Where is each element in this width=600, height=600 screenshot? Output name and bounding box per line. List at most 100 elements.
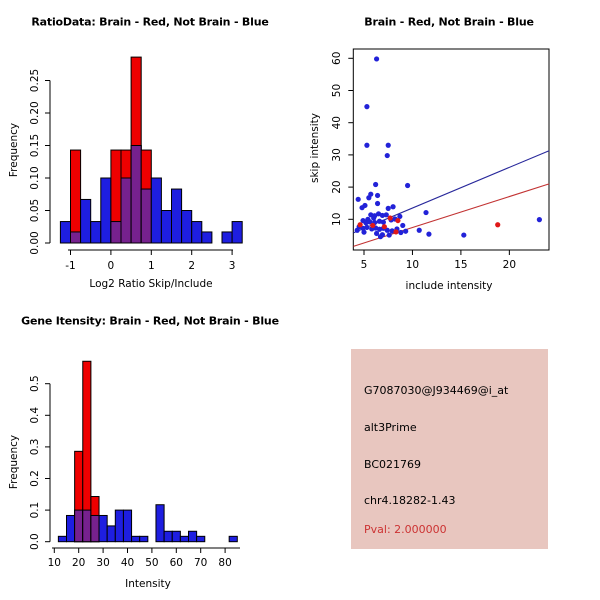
ratio_hist-panel: 0.00 0.05 0.10 0.15 0.20 0.25 -1 0 1 2 3: [29, 56, 243, 272]
x-tick-label: 50: [145, 557, 158, 569]
data-point: [361, 229, 367, 235]
bar-blue: [181, 210, 193, 244]
data-point: [385, 205, 391, 211]
bar-blue: [155, 504, 165, 543]
bar-overlap: [90, 514, 100, 543]
data-point: [426, 231, 432, 237]
locus-text: chr4.18282-1.43: [364, 494, 456, 507]
data-point: [403, 228, 409, 234]
y-tick-label: 0.0: [29, 533, 41, 550]
plot-box: [352, 48, 550, 251]
data-point: [357, 222, 363, 228]
x-tick-label: 20: [72, 557, 85, 569]
x-tick-label: 40: [121, 557, 134, 569]
data-point: [416, 227, 422, 233]
fit-line: [353, 150, 550, 234]
x-tick-label: 70: [194, 557, 207, 569]
x-tick-label: 1: [148, 260, 155, 272]
probe-id-text: G7087030@J934469@i_at: [364, 384, 509, 397]
bar-blue: [114, 509, 124, 543]
data-point: [364, 104, 370, 110]
pval-text: Pval: 2.000000: [364, 523, 447, 536]
splice-type-text: alt3Prime: [364, 421, 417, 434]
gene_hist-panel: 0.0 0.1 0.2 0.3 0.4 0.5 10 20 30 40 50 60 70 80: [29, 360, 240, 569]
scatter-xlabel: include intensity: [405, 280, 493, 292]
y-tick-label: 0.2: [29, 470, 41, 487]
bar-overlap: [140, 188, 152, 244]
data-point: [364, 224, 370, 230]
bar-blue: [191, 221, 203, 244]
x-tick-label: 60: [170, 557, 183, 569]
y-tick-label: 10: [331, 213, 343, 226]
data-point: [374, 192, 381, 199]
gene-info-box: G7087030@J934469@i_at alt3Prime BC021769…: [351, 349, 548, 549]
bar-blue: [66, 514, 76, 543]
data-point: [364, 142, 370, 148]
bar-blue: [160, 210, 172, 244]
scatter-panel: 5 10 15 20 10 20 30 40 50 60: [331, 48, 550, 271]
data-point: [368, 191, 374, 197]
bar-blue: [163, 530, 173, 543]
data-point: [373, 181, 379, 188]
bar-blue: [139, 535, 149, 543]
bar-red: [70, 149, 82, 244]
bar-blue: [100, 177, 112, 244]
x-tick-label: 80: [218, 557, 231, 569]
data-point: [373, 230, 380, 237]
data-point: [374, 200, 381, 207]
scatter-ylabel: skip intensity: [309, 113, 321, 183]
data-point: [362, 202, 368, 209]
data-point: [373, 56, 380, 62]
scatter-title: Brain - Red, Not Brain - Blue: [364, 15, 534, 29]
bar-blue: [57, 535, 68, 543]
bar-overlap: [82, 509, 92, 543]
data-point: [495, 222, 501, 228]
ratio-hist-ylabel: Frequency: [8, 122, 20, 178]
bar-blue: [90, 221, 102, 244]
x-tick-label: 30: [96, 557, 109, 569]
data-point: [384, 152, 390, 159]
bars-group: [57, 360, 238, 543]
y-tick-label: 20: [331, 180, 343, 193]
y-tick-label: 0.5: [29, 375, 41, 392]
x-tick-label: 10: [48, 557, 61, 569]
x-tick-label: 5: [361, 259, 368, 271]
bar-blue: [106, 525, 116, 543]
data-point: [370, 222, 376, 229]
fit-line: [353, 183, 550, 247]
data-point: [384, 227, 390, 233]
data-point: [383, 212, 389, 218]
data-point: [354, 227, 360, 233]
bar-blue: [98, 514, 108, 543]
data-point: [381, 224, 387, 230]
points-blue-group: [354, 56, 542, 240]
bar-blue: [196, 535, 206, 543]
points-red-group: [357, 215, 501, 235]
data-point: [536, 217, 542, 223]
bar-overlap: [120, 177, 132, 244]
y-tick-label: 60: [331, 52, 343, 65]
bar-blue: [221, 231, 233, 244]
accession-text: BC021769: [364, 458, 422, 471]
bar-overlap: [70, 231, 82, 244]
bar-blue: [122, 509, 133, 543]
gene-hist-title: Gene Itensity: Brain - Red, Not Brain - …: [21, 314, 279, 328]
data-point: [390, 204, 396, 210]
gene-hist-xlabel: Intensity: [125, 578, 171, 590]
bar-blue: [171, 188, 183, 244]
data-point: [387, 215, 393, 221]
data-point: [461, 232, 467, 238]
data-point: [385, 142, 391, 148]
data-point: [355, 196, 361, 202]
y-tick-label: 30: [331, 148, 343, 161]
data-point: [371, 215, 377, 221]
ratio-hist-title: RatioData: Brain - Red, Not Brain - Blue: [31, 15, 269, 29]
y-tick-label: 0.20: [29, 101, 41, 124]
data-point: [397, 213, 403, 220]
data-point: [405, 182, 411, 189]
bar-blue: [150, 177, 162, 244]
bar-blue: [187, 530, 198, 543]
y-tick-label: 50: [331, 84, 343, 97]
